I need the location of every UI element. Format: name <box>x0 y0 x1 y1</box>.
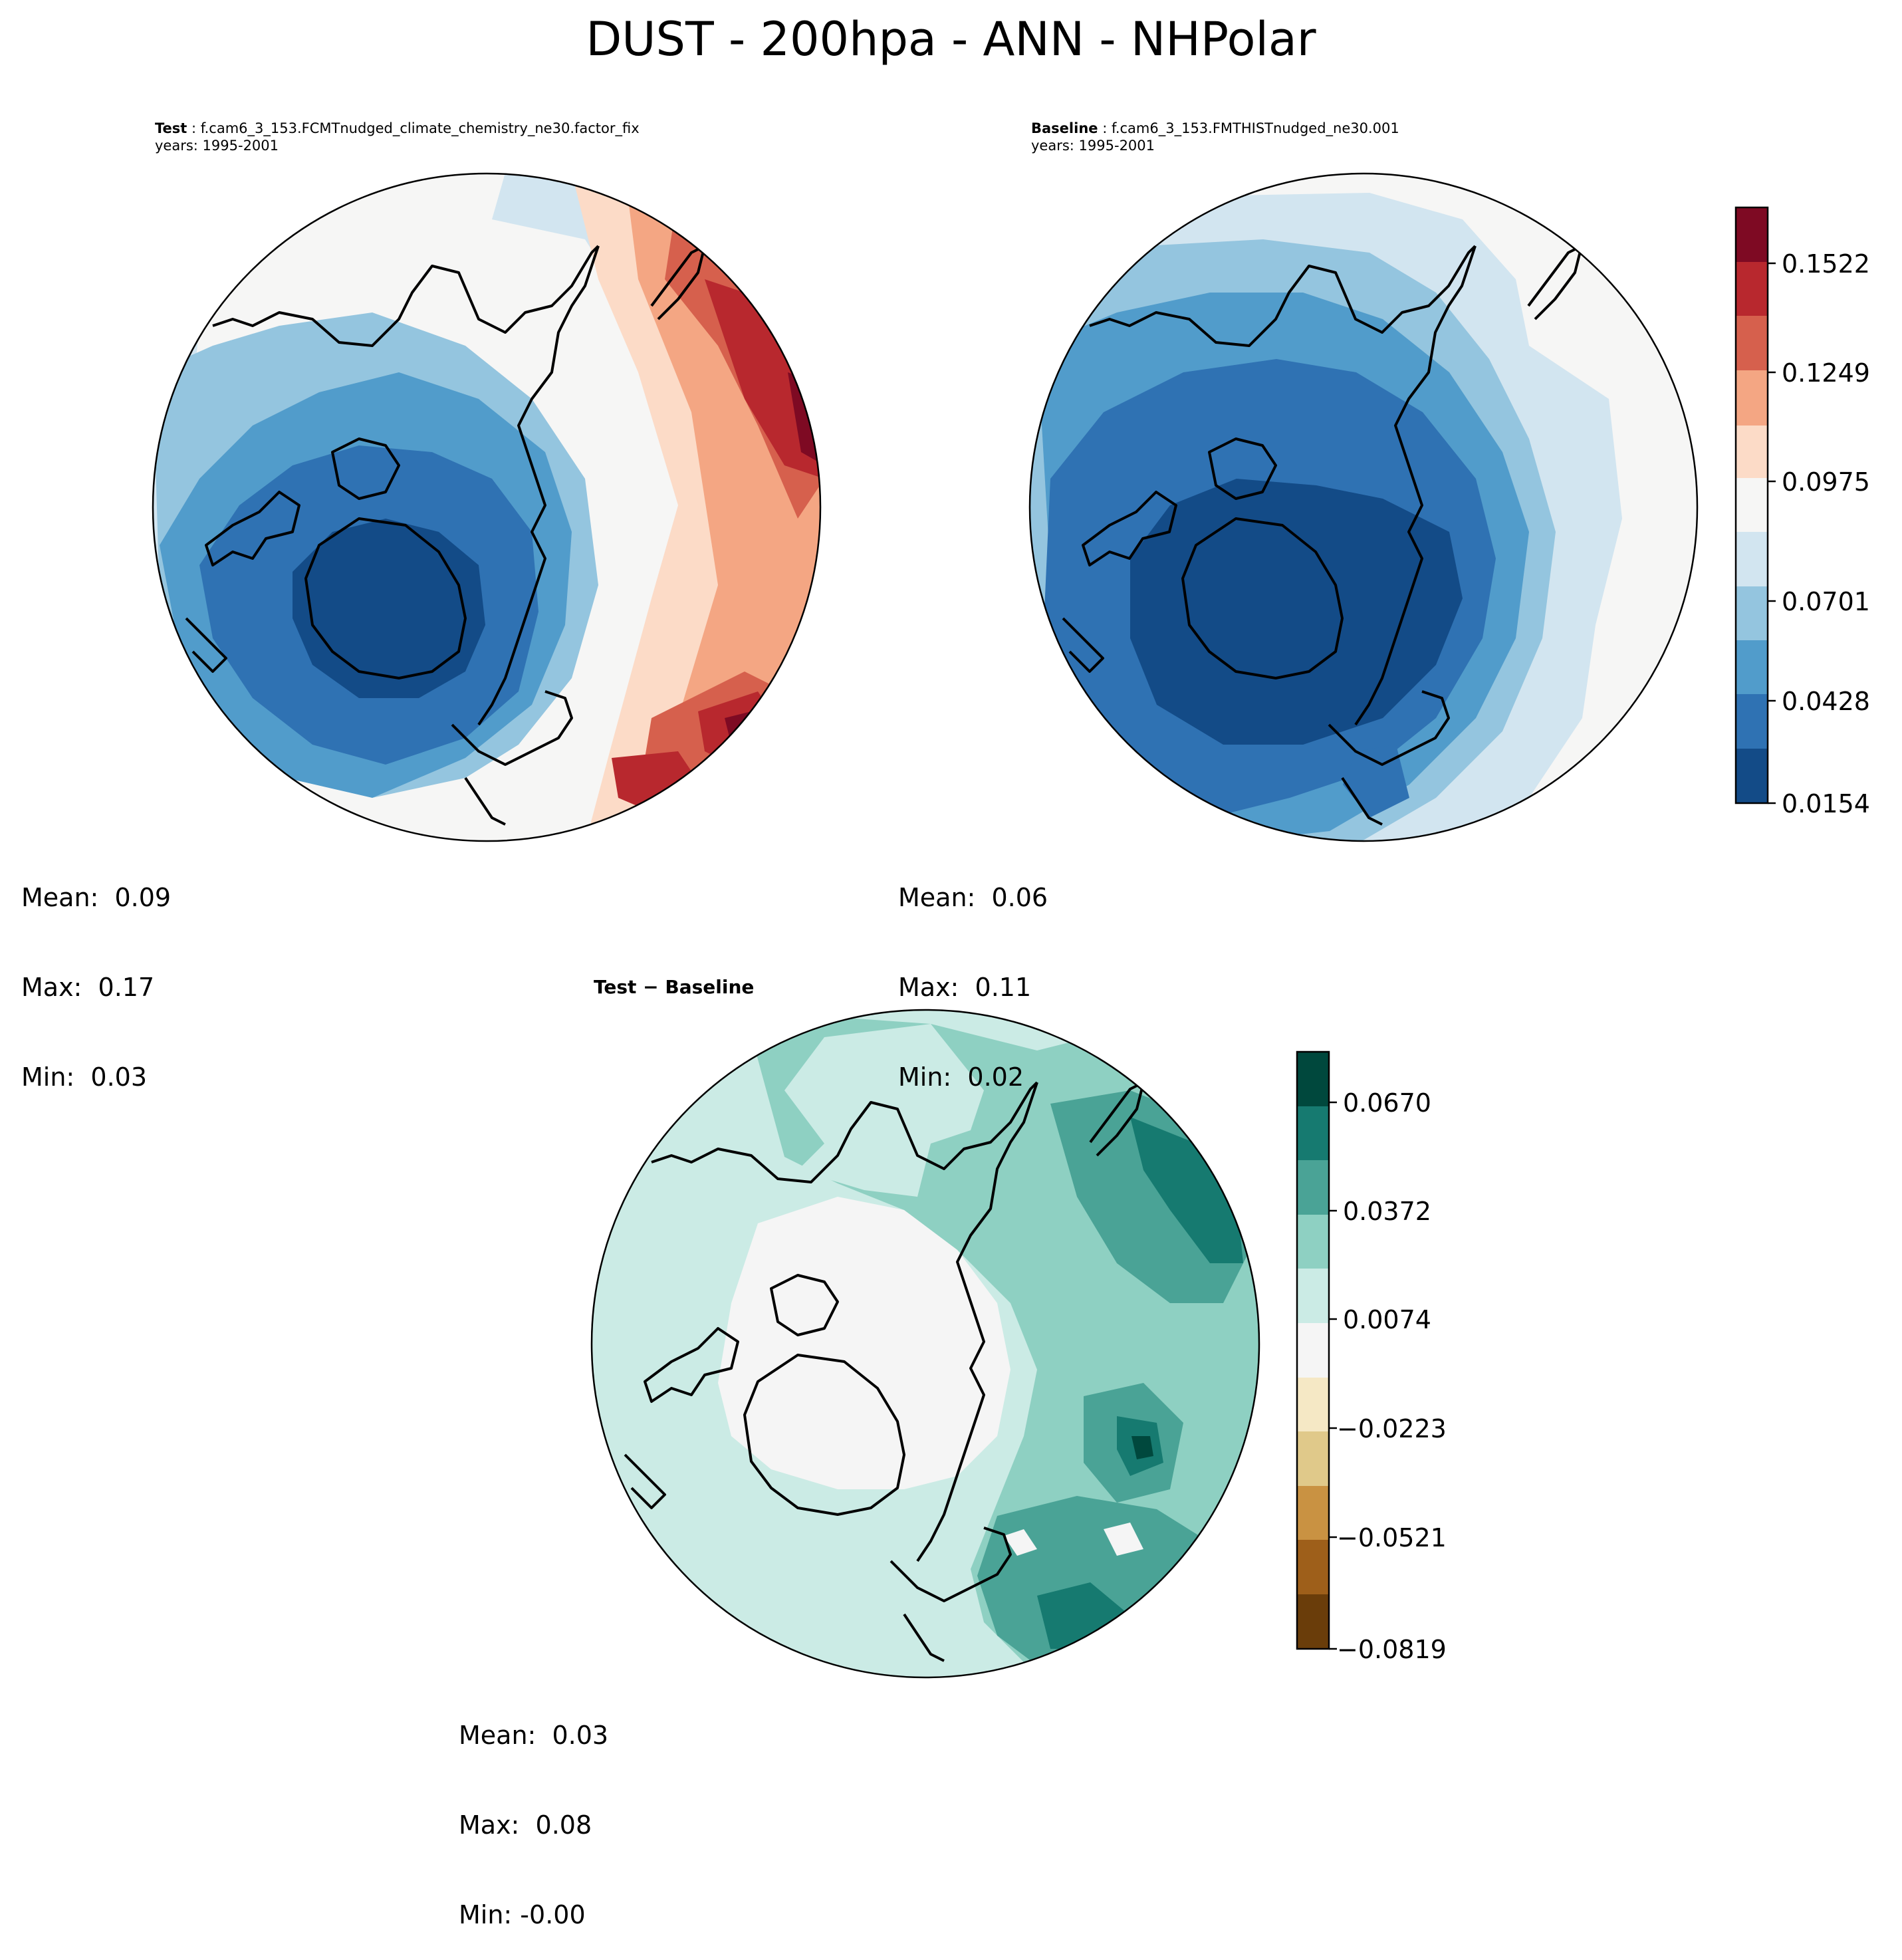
diff-colorbar: 0.0670 0.0372 0.0074 −0.0223 −0.0521 −0.… <box>1296 1050 1447 1664</box>
diff-max: Max: 0.08 <box>459 1810 592 1840</box>
diff-mean: Mean: 0.03 <box>459 1721 609 1750</box>
baseline-label: Baseline <box>1031 120 1098 136</box>
baseline-years: years: 1995-2001 <box>1031 138 1155 154</box>
diff-coastlines <box>624 1081 1145 1662</box>
baseline-coastlines <box>1062 245 1583 826</box>
test-max: Max: 0.17 <box>21 973 155 1002</box>
test-min: Min: 0.03 <box>21 1062 147 1092</box>
baseline-min: Min: 0.02 <box>898 1062 1024 1092</box>
diff-min: Min: -0.00 <box>459 1900 586 1929</box>
top-colorbar: 0.0154 0.0428 0.0701 0.0975 0.1249 0.152… <box>1734 206 1870 818</box>
top-colorbar-tick: 0.0975 <box>1782 467 1870 497</box>
diff-stats: Mean: 0.03 Max: 0.08 Min: -0.00 <box>459 1661 608 1960</box>
diff-colorbar-tick: −0.0819 <box>1337 1635 1447 1664</box>
figure-title: DUST - 200hpa - ANN - NHPolar <box>586 12 1316 66</box>
diff-colorbar-tick: 0.0372 <box>1343 1197 1431 1226</box>
test-label: Test <box>155 120 187 136</box>
top-colorbar-tick: 0.1522 <box>1782 249 1870 279</box>
diff-contour-field <box>592 1010 1259 1677</box>
diff-map <box>590 1009 1260 1679</box>
test-case-name: f.cam6_3_153.FCMTnudged_climate_chemistr… <box>200 120 640 136</box>
top-colorbar-tick: 0.1249 <box>1782 358 1870 388</box>
baseline-mean: Mean: 0.06 <box>898 883 1048 912</box>
diff-colorbar-tick: 0.0670 <box>1343 1088 1431 1118</box>
test-stats: Mean: 0.09 Max: 0.17 Min: 0.03 <box>21 823 171 1122</box>
test-years: years: 1995-2001 <box>155 138 279 154</box>
top-colorbar-tick: 0.0701 <box>1782 587 1870 616</box>
baseline-map <box>1028 172 1699 842</box>
baseline-max: Max: 0.11 <box>898 973 1032 1002</box>
figure-canvas: 0.0154 0.0428 0.0701 0.0975 0.1249 0.152… <box>152 172 1870 1679</box>
diff-colorbar-tick: −0.0521 <box>1337 1523 1447 1552</box>
test-map <box>152 172 822 842</box>
top-colorbar-tick: 0.0428 <box>1782 687 1870 716</box>
test-panel-title: Test : f.cam6_3_153.FCMTnudged_climate_c… <box>155 120 640 154</box>
test-contour-field <box>153 174 820 841</box>
test-mean: Mean: 0.09 <box>21 883 172 912</box>
baseline-stats: Mean: 0.06 Max: 0.11 Min: 0.02 <box>898 823 1048 1122</box>
diff-colorbar-tick: 0.0074 <box>1343 1305 1431 1334</box>
baseline-case-name: f.cam6_3_153.FMTHISTnudged_ne30.001 <box>1111 120 1399 136</box>
diff-colorbar-tick: −0.0223 <box>1337 1414 1447 1443</box>
top-colorbar-tick: 0.0154 <box>1782 789 1870 818</box>
diff-panel-title: Test − Baseline <box>594 976 755 998</box>
baseline-panel-title: Baseline : f.cam6_3_153.FMTHISTnudged_ne… <box>1031 120 1399 154</box>
